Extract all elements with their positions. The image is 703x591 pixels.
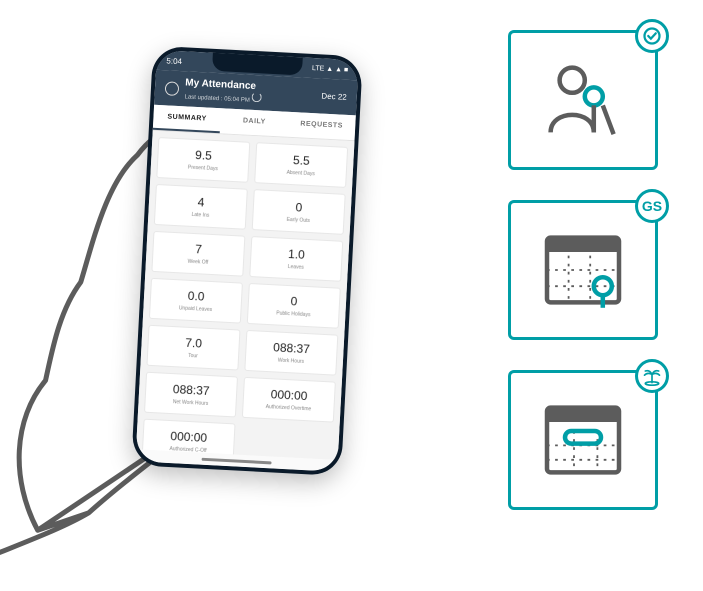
stat-label: Absent Days (286, 170, 315, 177)
globe-icon (165, 81, 180, 96)
stat-card[interactable]: 088:37 Work Hours (244, 330, 338, 376)
stat-label: Present Days (188, 165, 218, 173)
tab-daily[interactable]: DAILY (220, 108, 289, 136)
stat-card[interactable]: 1.0 Leaves (249, 236, 343, 282)
stat-value: 7 (195, 242, 202, 256)
stat-value: 000:00 (170, 429, 207, 445)
stat-label: Week Off (187, 259, 208, 266)
tab-requests[interactable]: REQUESTS (287, 112, 356, 140)
stat-label: Authorized Overtime (265, 404, 311, 412)
hand-holding-phone: 5:04 LTE ▲ ▲ ■ My Attendance Last update… (7, 29, 454, 570)
stat-value: 0 (295, 200, 302, 214)
status-time: 5:04 (166, 56, 182, 66)
feature-panels: GS (508, 30, 658, 510)
leave-panel[interactable] (508, 370, 658, 510)
shift-panel-badge: GS (635, 189, 669, 223)
stat-card[interactable]: 0 Early Outs (252, 189, 346, 235)
stat-value: 0.0 (187, 289, 204, 304)
attendance-panel-badge (635, 19, 669, 53)
attendance-panel-graphic-icon (538, 55, 628, 145)
stat-card[interactable]: 000:00Authorized Overtime (242, 377, 336, 423)
summary-card-grid: 9.5 Present Days 5.5 Absent Days 4 Late Ins 0 E… (142, 137, 349, 460)
stat-label: Net Work Hours (173, 399, 209, 407)
phone-mockup: 5:04 LTE ▲ ▲ ■ My Attendance Last update… (131, 46, 363, 476)
stat-value: 000:00 (270, 387, 307, 403)
stat-label: Tour (188, 353, 198, 360)
refresh-icon[interactable] (251, 92, 262, 103)
stat-card[interactable]: 7.0 Tour (146, 325, 240, 371)
stat-value: 9.5 (195, 148, 212, 163)
stat-label: Leaves (288, 264, 304, 271)
stat-label: Unpaid Leaves (179, 305, 213, 313)
status-network: LTE ▲ ▲ ■ (312, 64, 349, 73)
tab-summary[interactable]: SUMMARY (153, 105, 222, 133)
stat-label: Work Hours (278, 358, 305, 365)
stat-card[interactable]: 4 Late Ins (154, 184, 248, 230)
stat-value: 5.5 (293, 153, 310, 168)
stat-card[interactable]: 088:37Net Work Hours (144, 372, 238, 418)
shift-panel-graphic-icon (538, 225, 628, 315)
leave-panel-graphic-icon (538, 395, 628, 485)
stat-value: 088:37 (273, 340, 310, 356)
stat-value: 4 (197, 195, 204, 209)
stat-card[interactable]: 0 Public Holidays (247, 283, 341, 329)
stat-value: 7.0 (185, 336, 202, 351)
stat-value: 088:37 (173, 382, 210, 398)
stat-label: Early Outs (286, 217, 310, 224)
stat-card[interactable]: 7 Week Off (151, 231, 245, 277)
header-date[interactable]: Dec 22 (321, 92, 347, 102)
stat-card[interactable]: 5.5 Absent Days (254, 142, 348, 188)
leave-panel-badge (635, 359, 669, 393)
stat-card[interactable]: 9.5 Present Days (156, 137, 250, 183)
shift-panel[interactable]: GS (508, 200, 658, 340)
stat-value: 0 (290, 294, 297, 308)
stat-value: 1.0 (288, 247, 305, 262)
attendance-panel[interactable] (508, 30, 658, 170)
summary-scroll-area[interactable]: 9.5 Present Days 5.5 Absent Days 4 Late Ins 0 E… (136, 131, 354, 460)
stat-label: Late Ins (191, 212, 209, 219)
stat-card[interactable]: 0.0Unpaid Leaves (149, 278, 243, 324)
stat-label: Public Holidays (276, 310, 310, 318)
phone-screen: 5:04 LTE ▲ ▲ ■ My Attendance Last update… (135, 50, 358, 472)
